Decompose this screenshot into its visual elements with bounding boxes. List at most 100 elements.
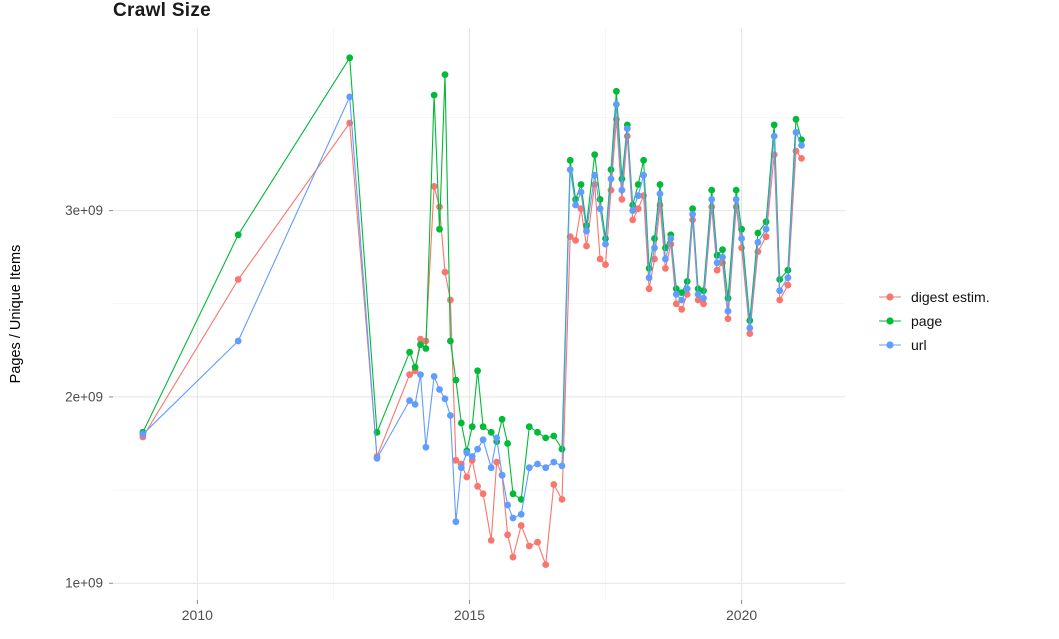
- data-point-page: [656, 181, 664, 188]
- data-point-url: [634, 192, 642, 200]
- data-point-url: [724, 307, 732, 315]
- x-tick-label: 2015: [454, 607, 485, 623]
- data-point-url: [441, 395, 449, 403]
- data-point-url: [542, 464, 550, 472]
- data-point-digest-estim: [762, 233, 770, 241]
- data-point-digest-estim: [430, 183, 438, 190]
- x-tick-label: 2010: [182, 607, 213, 623]
- data-point-digest-estim: [645, 285, 653, 293]
- data-point-digest-estim: [542, 561, 550, 568]
- data-point-page: [651, 235, 658, 242]
- data-point-url: [683, 285, 691, 293]
- data-point-url: [667, 235, 675, 242]
- data-point-digest-estim: [672, 300, 680, 308]
- data-point-digest-estim: [634, 205, 642, 213]
- data-point-page: [708, 186, 716, 194]
- data-point-url: [422, 443, 430, 451]
- data-point-url: [732, 196, 740, 203]
- data-point-digest-estim: [798, 155, 805, 162]
- data-point-page: [678, 289, 686, 296]
- data-point-page: [487, 428, 495, 436]
- y-tick-label: 2e+09: [65, 389, 103, 404]
- data-point-url: [798, 142, 805, 149]
- data-point-url: [662, 255, 669, 263]
- data-point-digest-estim: [776, 296, 784, 304]
- data-point-page: [479, 423, 487, 431]
- data-point-digest-estim: [724, 315, 732, 323]
- data-point-url: [234, 337, 242, 345]
- data-point-url: [417, 371, 424, 378]
- data-point-digest-estim: [713, 266, 721, 274]
- legend-item-page: page: [878, 310, 990, 332]
- x-tick-label: 2020: [726, 607, 757, 623]
- data-point-url: [577, 188, 585, 196]
- data-point-url: [689, 210, 696, 218]
- data-point-digest-estim: [572, 237, 579, 244]
- data-point-page: [517, 496, 525, 503]
- legend-label: url: [911, 337, 927, 353]
- data-point-page: [474, 367, 481, 375]
- data-point-url: [463, 449, 471, 457]
- data-point-url: [607, 175, 615, 183]
- data-point-url: [651, 244, 658, 252]
- data-point-page: [417, 341, 424, 349]
- data-point-page: [447, 337, 454, 345]
- data-point-url: [596, 205, 604, 213]
- data-point-url: [468, 453, 476, 460]
- data-point-url: [602, 240, 609, 248]
- data-point-page: [738, 225, 745, 233]
- data-point-digest-estim: [534, 538, 541, 546]
- data-point-url: [784, 274, 792, 282]
- data-point-page: [441, 71, 449, 78]
- data-point-page: [457, 419, 465, 427]
- data-point-url: [504, 501, 511, 509]
- data-point-digest-estim: [417, 335, 424, 343]
- data-point-url: [534, 460, 541, 468]
- legend-key-icon: [879, 293, 901, 301]
- data-point-digest-estim: [441, 268, 449, 276]
- legend-item-digest-estim: digest estim.: [878, 286, 990, 308]
- data-point-digest-estim: [678, 305, 686, 313]
- data-point-page: [583, 222, 590, 229]
- data-point-digest-estim: [618, 196, 626, 203]
- data-point-url: [373, 455, 381, 462]
- data-point-url: [618, 186, 626, 194]
- data-point-page: [607, 166, 615, 174]
- data-point-digest-estim: [602, 261, 609, 268]
- data-point-page: [634, 181, 642, 188]
- data-point-digest-estim: [784, 281, 792, 289]
- data-point-page: [613, 87, 620, 95]
- data-point-page: [346, 54, 354, 62]
- data-point-page: [542, 434, 550, 442]
- data-point-page: [689, 205, 696, 213]
- data-point-page: [700, 287, 707, 295]
- data-point-url: [550, 458, 558, 466]
- data-point-url: [746, 324, 754, 332]
- data-point-url: [678, 296, 686, 304]
- data-point-url: [493, 434, 501, 442]
- data-point-url: [762, 225, 770, 233]
- series-line-digest-estim: [142, 118, 802, 566]
- data-point-digest-estim: [700, 300, 707, 308]
- data-point-digest-estim: [504, 531, 511, 539]
- data-point-digest-estim: [493, 458, 501, 466]
- data-point-page: [411, 363, 419, 371]
- data-point-digest-estim: [452, 456, 460, 464]
- data-point-page: [436, 225, 443, 233]
- data-point-page: [566, 156, 574, 164]
- data-point-url: [700, 294, 707, 302]
- data-point-page: [732, 186, 740, 194]
- data-point-page: [792, 115, 800, 123]
- data-point-page: [770, 121, 778, 129]
- data-point-page: [430, 91, 438, 99]
- data-point-page: [713, 251, 721, 259]
- data-point-url: [656, 190, 664, 198]
- data-point-url: [509, 514, 517, 522]
- y-tick-label: 3e+09: [65, 203, 103, 218]
- data-point-url: [411, 401, 419, 408]
- data-point-page: [550, 432, 558, 440]
- data-point-url: [792, 128, 800, 136]
- data-point-digest-estim: [406, 371, 413, 378]
